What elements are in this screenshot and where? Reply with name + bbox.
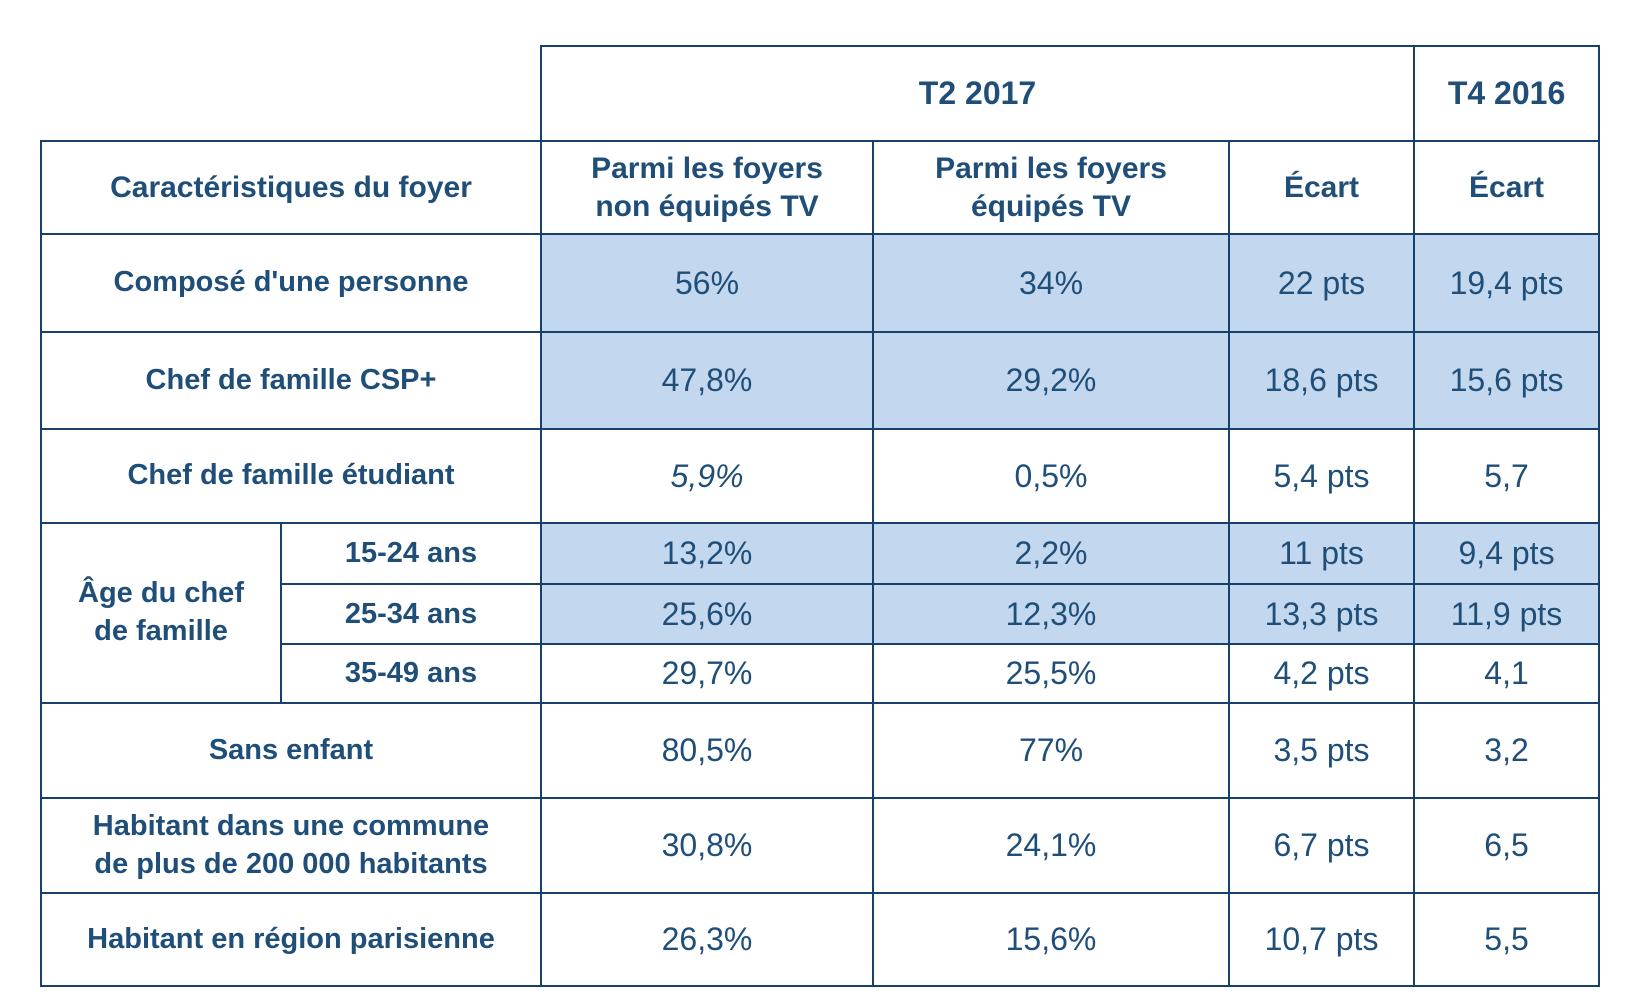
cell-equipped: 29,2% bbox=[872, 331, 1230, 430]
row-label: 25-34 ans bbox=[280, 583, 542, 645]
characteristics-header: Caractéristiques du foyer bbox=[40, 140, 542, 235]
table-row: 35-49 ans 29,7% 25,5% 4,2 pts 4,1 bbox=[41, 643, 1601, 704]
data-table: T2 2017 T4 2016 Caractéristiques du foye… bbox=[40, 45, 1601, 987]
cell-gap-t4: 11,9 pts bbox=[1413, 583, 1601, 645]
cell-gap-t2: 11 pts bbox=[1227, 522, 1416, 585]
cell-non-equipped: 26,3% bbox=[540, 892, 874, 987]
cell-equipped: 77% bbox=[872, 702, 1230, 799]
cell-equipped: 2,2% bbox=[872, 522, 1230, 585]
household-tv-table: T2 2017 T4 2016 Caractéristiques du foye… bbox=[40, 45, 1601, 987]
period-t4-2016-header: T4 2016 bbox=[1413, 45, 1601, 142]
period-header-row: T2 2017 T4 2016 bbox=[41, 45, 1601, 142]
row-label: Chef de famille CSP+ bbox=[40, 331, 542, 430]
cell-gap-t4: 5,7 bbox=[1413, 428, 1601, 524]
cell-gap-t2: 4,2 pts bbox=[1227, 643, 1416, 704]
row-label: 35-49 ans bbox=[280, 643, 542, 704]
cell-gap-t4: 19,4 pts bbox=[1413, 233, 1601, 333]
table-row: Âge du chef de famille 15-24 ans 13,2% 2… bbox=[40, 522, 1601, 704]
row-label: Composé d'une personne bbox=[40, 233, 542, 333]
table-row: Habitant dans une commune de plus de 200… bbox=[40, 797, 1601, 894]
cell-gap-t2: 13,3 pts bbox=[1227, 583, 1416, 645]
cell-gap-t2: 18,6 pts bbox=[1227, 331, 1416, 430]
cell-gap-t2: 10,7 pts bbox=[1227, 892, 1416, 987]
cell-non-equipped: 30,8% bbox=[540, 797, 874, 894]
cell-gap-t2: 3,5 pts bbox=[1227, 702, 1416, 799]
cell-non-equipped: 56% bbox=[540, 233, 874, 333]
cell-non-equipped: 13,2% bbox=[540, 522, 874, 585]
cell-gap-t4: 3,2 bbox=[1413, 702, 1601, 799]
cell-equipped: 25,5% bbox=[872, 643, 1230, 704]
cell-equipped: 15,6% bbox=[872, 892, 1230, 987]
cell-non-equipped: 47,8% bbox=[540, 331, 874, 430]
table-row: Chef de famille étudiant 5,9% 0,5% 5,4 p… bbox=[40, 428, 1601, 524]
cell-gap-t4: 5,5 bbox=[1413, 892, 1601, 987]
cell-gap-t4: 9,4 pts bbox=[1413, 522, 1601, 585]
age-group-label: Âge du chef de famille bbox=[40, 522, 282, 704]
non-equipped-header: Parmi les foyers non équipés TV bbox=[540, 140, 874, 235]
cell-non-equipped: 29,7% bbox=[540, 643, 874, 704]
cell-gap-t4: 4,1 bbox=[1413, 643, 1601, 704]
cell-non-equipped: 25,6% bbox=[540, 583, 874, 645]
row-label: Habitant en région parisienne bbox=[40, 892, 542, 987]
cell-gap-t2: 5,4 pts bbox=[1227, 428, 1416, 524]
cell-gap-t4: 15,6 pts bbox=[1413, 331, 1601, 430]
cell-equipped: 24,1% bbox=[872, 797, 1230, 894]
table-row: Habitant en région parisienne 26,3% 15,6… bbox=[40, 892, 1601, 987]
cell-non-equipped: 5,9% bbox=[540, 428, 874, 524]
blank-corner-cell bbox=[41, 46, 541, 141]
period-t2-2017-header: T2 2017 bbox=[539, 45, 1416, 142]
column-header-row: Caractéristiques du foyer Parmi les foye… bbox=[40, 140, 1601, 235]
row-label: Chef de famille étudiant bbox=[40, 428, 542, 524]
row-label: Habitant dans une commune de plus de 200… bbox=[40, 797, 542, 894]
cell-equipped: 0,5% bbox=[872, 428, 1230, 524]
row-label: 15-24 ans bbox=[280, 522, 542, 585]
cell-non-equipped: 80,5% bbox=[540, 702, 874, 799]
cell-gap-t4: 6,5 bbox=[1413, 797, 1601, 894]
equipped-header: Parmi les foyers équipés TV bbox=[872, 140, 1230, 235]
cell-gap-t2: 22 pts bbox=[1227, 233, 1416, 333]
gap-t2-header: Écart bbox=[1227, 140, 1416, 235]
table-row: Sans enfant 80,5% 77% 3,5 pts 3,2 bbox=[40, 702, 1601, 799]
cell-gap-t2: 6,7 pts bbox=[1227, 797, 1416, 894]
gap-t4-header: Écart bbox=[1413, 140, 1601, 235]
cell-equipped: 34% bbox=[872, 233, 1230, 333]
row-label: Sans enfant bbox=[40, 702, 542, 799]
table-row: 25-34 ans 25,6% 12,3% 13,3 pts 11,9 pts bbox=[41, 583, 1601, 645]
table-row: Chef de famille CSP+ 47,8% 29,2% 18,6 pt… bbox=[40, 331, 1601, 430]
cell-equipped: 12,3% bbox=[872, 583, 1230, 645]
table-row: Composé d'une personne 56% 34% 22 pts 19… bbox=[40, 233, 1601, 333]
